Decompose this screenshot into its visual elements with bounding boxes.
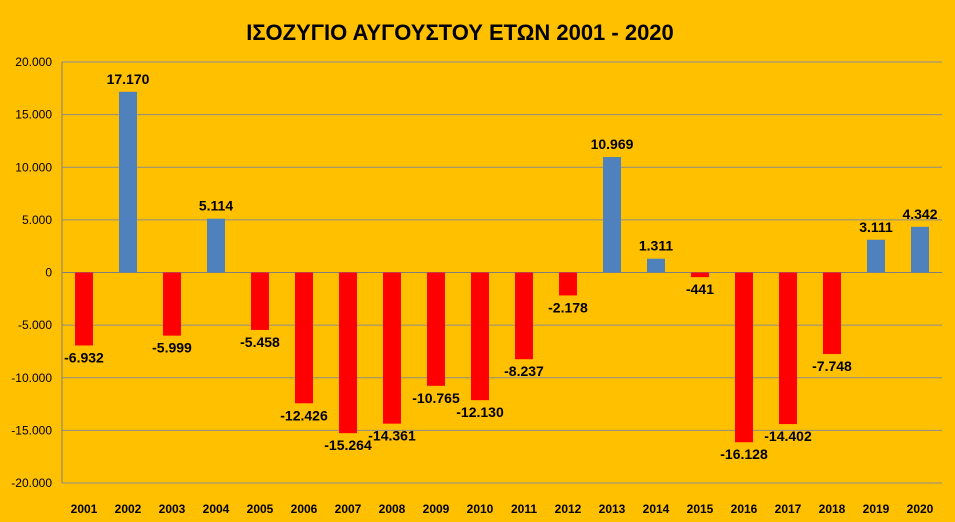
data-label-2018: -7.748 <box>812 358 852 374</box>
bar-2001 <box>75 272 93 346</box>
x-tick-label: 2004 <box>203 502 230 516</box>
bar-2008 <box>383 272 401 424</box>
data-label-2017: -14.402 <box>764 428 812 444</box>
x-tick-label: 2001 <box>71 502 98 516</box>
bar-2014 <box>647 258 665 273</box>
data-label-2020: 4.342 <box>902 206 937 222</box>
data-label-2004: 5.114 <box>199 198 233 214</box>
bar-2006 <box>295 272 313 404</box>
bar-2013 <box>603 157 621 273</box>
x-tick-label: 2006 <box>291 502 318 516</box>
data-label-2003: -5.999 <box>152 340 192 356</box>
x-tick-label: 2013 <box>599 502 626 516</box>
bar-2017 <box>779 272 797 425</box>
data-label-2001: -6.932 <box>64 349 104 365</box>
x-tick-label: 2002 <box>115 502 142 516</box>
bar-2016 <box>735 272 753 443</box>
x-tick-label: 2018 <box>819 502 846 516</box>
bar-2003 <box>163 272 181 336</box>
y-tick-label: 5.000 <box>22 213 52 227</box>
x-axis-ticks: 2001 2002 2003 2004 2005 2006 2007 2008 2009 2010… <box>71 502 934 516</box>
x-tick-label: 2010 <box>467 502 494 516</box>
x-tick-label: 2015 <box>687 502 714 516</box>
bar-2018 <box>823 272 841 355</box>
y-tick-label: -15.000 <box>11 423 52 437</box>
y-tick-label: 0 <box>45 266 52 280</box>
y-axis-ticks: 20.000 15.000 10.000 5.000 0 -5.000 -10.000 -15… <box>11 55 52 490</box>
y-tick-label: -10.000 <box>11 371 52 385</box>
x-tick-label: 2019 <box>863 502 890 516</box>
bars <box>75 91 929 443</box>
x-tick-label: 2014 <box>643 502 670 516</box>
data-label-2014: 1.311 <box>639 238 673 254</box>
y-tick-label: -5.000 <box>18 318 52 332</box>
y-tick-label: 20.000 <box>15 55 52 69</box>
bar-2015 <box>691 272 709 278</box>
x-tick-label: 2020 <box>907 502 934 516</box>
data-label-2006: -12.426 <box>280 407 328 423</box>
x-tick-label: 2016 <box>731 502 758 516</box>
bar-2010 <box>471 272 489 401</box>
y-tick-label: -20.000 <box>11 476 52 490</box>
bar-2012 <box>559 272 577 296</box>
data-label-2007: -15.264 <box>324 437 372 453</box>
chart-title: ΙΣΟΖΥΓΙΟ ΑΥΓΟΥΣΤΟΥ ΕΤΩΝ 2001 - 2020 <box>246 20 674 45</box>
data-label-2016: -16.128 <box>720 446 768 462</box>
bar-2002 <box>119 91 137 273</box>
bar-2007 <box>339 272 357 434</box>
x-tick-label: 2003 <box>159 502 186 516</box>
x-tick-label: 2007 <box>335 502 362 516</box>
data-label-2019: 3.111 <box>859 219 893 235</box>
y-tick-label: 10.000 <box>15 160 52 174</box>
bar-2020 <box>911 226 929 273</box>
data-label-2012: -2.178 <box>548 299 588 315</box>
data-label-2015: -441 <box>686 281 714 297</box>
x-tick-label: 2012 <box>555 502 582 516</box>
bar-2004 <box>207 218 225 273</box>
x-tick-label: 2011 <box>511 502 537 516</box>
bar-2009 <box>427 272 445 386</box>
x-tick-label: 2017 <box>775 502 802 516</box>
data-label-2009: -10.765 <box>412 390 460 406</box>
bar-2019 <box>867 239 885 273</box>
x-tick-label: 2005 <box>247 502 274 516</box>
x-tick-label: 2009 <box>423 502 450 516</box>
bar-2005 <box>251 272 269 330</box>
data-label-2002: 17.170 <box>107 71 150 87</box>
data-label-2010: -12.130 <box>456 404 504 420</box>
data-label-2013: 10.969 <box>591 136 634 152</box>
x-tick-label: 2008 <box>379 502 406 516</box>
y-tick-label: 15.000 <box>15 108 52 122</box>
data-label-2011: -8.237 <box>504 363 544 379</box>
data-label-2005: -5.458 <box>240 334 280 350</box>
data-labels: -6.932 17.170 -5.999 5.114 -5.458 -12.426 -15.… <box>64 71 938 462</box>
data-label-2008: -14.361 <box>368 428 416 444</box>
bar-2011 <box>515 272 533 360</box>
